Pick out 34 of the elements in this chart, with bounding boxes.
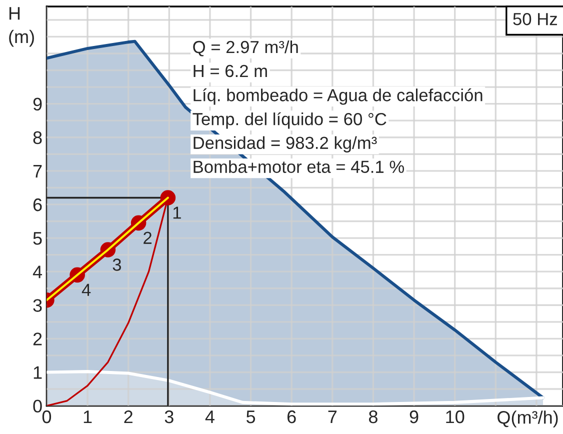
annotation: 4: [82, 284, 91, 296]
chart-title: 50 Hz: [513, 12, 557, 26]
y-tick-label: 9: [33, 98, 42, 111]
annotation: 2: [144, 232, 152, 244]
annotation: H = 6.2 m: [194, 64, 267, 78]
annotation: 1: [173, 206, 181, 219]
x-axis-title: Q(m³/h): [498, 410, 558, 428]
annotation: Temp. del líquido = 60 °C: [192, 112, 386, 129]
x-tick-label: 6: [287, 410, 296, 424]
annotation: Densidad = 983.2 kg/m³: [194, 136, 377, 152]
y-tick-label: 6: [33, 198, 42, 212]
x-tick-label: 4: [205, 410, 214, 424]
annotation: 3: [112, 258, 122, 271]
y-tick-label: 5: [33, 232, 42, 245]
y-tick-label: 1: [34, 366, 42, 379]
x-tick-label: 2: [124, 410, 132, 424]
y-tick-label: 3: [33, 299, 42, 312]
y-tick-label: 7: [33, 165, 42, 178]
annotation: Q = 2.97 m³/h: [193, 40, 298, 56]
annotation: Líq. bombeado = Agua de calefacción: [194, 88, 482, 105]
x-tick-label: 1: [84, 410, 92, 424]
y-tick-label: 2: [33, 332, 42, 346]
x-tick-label: 0: [42, 410, 52, 424]
x-tick-label: 3: [164, 410, 174, 424]
x-tick-label: 9: [410, 410, 418, 424]
y-tick-label: 0: [33, 400, 42, 413]
x-tick-label: 7: [328, 410, 337, 424]
y-tick-label: 8: [33, 131, 42, 144]
y-axis-title: H (m): [9, 7, 34, 47]
annotation: Bomba+motor eta = 45.1 %: [194, 160, 404, 173]
x-tick-label: 10: [446, 410, 464, 424]
x-tick-label: 5: [246, 410, 256, 424]
x-tick-label: 8: [368, 410, 378, 424]
y-tick-label: 4: [32, 266, 42, 278]
